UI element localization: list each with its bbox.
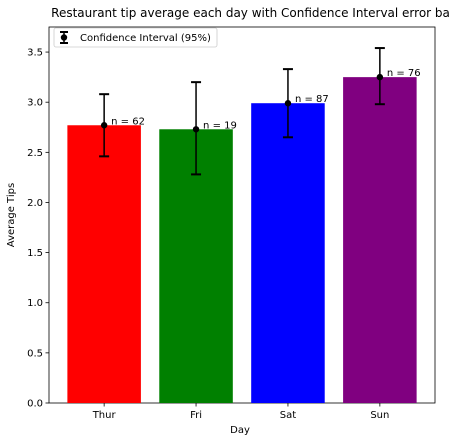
bar-thur <box>67 125 141 404</box>
legend-box <box>53 27 218 48</box>
error-bar-thur <box>99 93 110 158</box>
mean-point <box>192 126 200 133</box>
chart-title: Restaurant tip average each day with Con… <box>51 6 449 20</box>
error-bars-group <box>99 47 385 176</box>
bar-sun <box>343 77 417 403</box>
y-tick-label: 2.5 <box>27 148 43 159</box>
n-label-thur: n = 62 <box>111 116 145 127</box>
y-tick-label: 3.5 <box>27 48 43 59</box>
x-tick-label: Sat <box>280 410 296 421</box>
bar-sat <box>251 103 325 403</box>
n-labels-group: n = 62 n = 19 n = 87 n = 76 <box>111 68 421 131</box>
x-tick-label: Sun <box>370 410 389 421</box>
n-label-fri: n = 19 <box>203 120 237 131</box>
y-tick-label: 0.0 <box>27 399 43 410</box>
error-bar-sun <box>374 47 385 106</box>
x-axis: Thur Fri Sat Sun <box>92 403 389 421</box>
y-tick-label: 1.0 <box>27 298 43 309</box>
y-tick-label: 0.5 <box>27 348 43 359</box>
legend-label: Confidence Interval (95%) <box>80 33 211 44</box>
y-tick-label: 3.0 <box>27 98 43 109</box>
y-tick-label: 1.5 <box>27 248 43 259</box>
error-bar-sat <box>282 68 293 139</box>
y-axis-label: Average Tips <box>6 183 17 247</box>
mean-point <box>284 100 292 107</box>
mean-point <box>376 73 384 81</box>
x-axis-label: Day <box>230 425 250 436</box>
legend-marker-icon <box>60 31 68 44</box>
error-bar-fri <box>191 81 202 176</box>
y-axis: 0.0 0.5 1.0 1.5 2.0 2.5 3.0 3.5 <box>27 48 49 410</box>
plot-area <box>48 26 436 404</box>
n-label-sun: n = 76 <box>387 68 421 79</box>
mean-point <box>100 122 108 129</box>
x-tick-label: Thur <box>92 410 117 421</box>
x-tick-label: Fri <box>190 410 202 421</box>
n-label-sat: n = 87 <box>295 94 329 105</box>
legend: Confidence Interval (95%) <box>53 27 218 48</box>
y-tick-label: 2.0 <box>27 198 43 209</box>
